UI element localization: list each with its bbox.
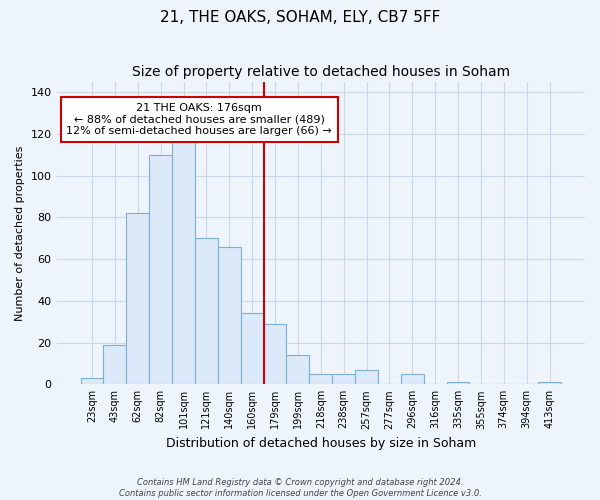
Bar <box>218 246 241 384</box>
Bar <box>263 324 286 384</box>
Text: 21 THE OAKS: 176sqm
← 88% of detached houses are smaller (489)
12% of semi-detac: 21 THE OAKS: 176sqm ← 88% of detached ho… <box>67 102 332 136</box>
Bar <box>401 374 424 384</box>
Y-axis label: Number of detached properties: Number of detached properties <box>15 145 25 320</box>
Bar <box>446 382 469 384</box>
X-axis label: Distribution of detached houses by size in Soham: Distribution of detached houses by size … <box>166 437 476 450</box>
Bar <box>310 374 332 384</box>
Title: Size of property relative to detached houses in Soham: Size of property relative to detached ho… <box>132 65 510 79</box>
Bar <box>149 154 172 384</box>
Bar <box>286 355 310 384</box>
Bar <box>241 314 263 384</box>
Bar <box>195 238 218 384</box>
Bar <box>127 213 149 384</box>
Bar <box>355 370 378 384</box>
Bar <box>172 104 195 384</box>
Text: Contains HM Land Registry data © Crown copyright and database right 2024.
Contai: Contains HM Land Registry data © Crown c… <box>119 478 481 498</box>
Text: 21, THE OAKS, SOHAM, ELY, CB7 5FF: 21, THE OAKS, SOHAM, ELY, CB7 5FF <box>160 10 440 25</box>
Bar <box>538 382 561 384</box>
Bar <box>103 344 127 385</box>
Bar <box>80 378 103 384</box>
Bar <box>332 374 355 384</box>
